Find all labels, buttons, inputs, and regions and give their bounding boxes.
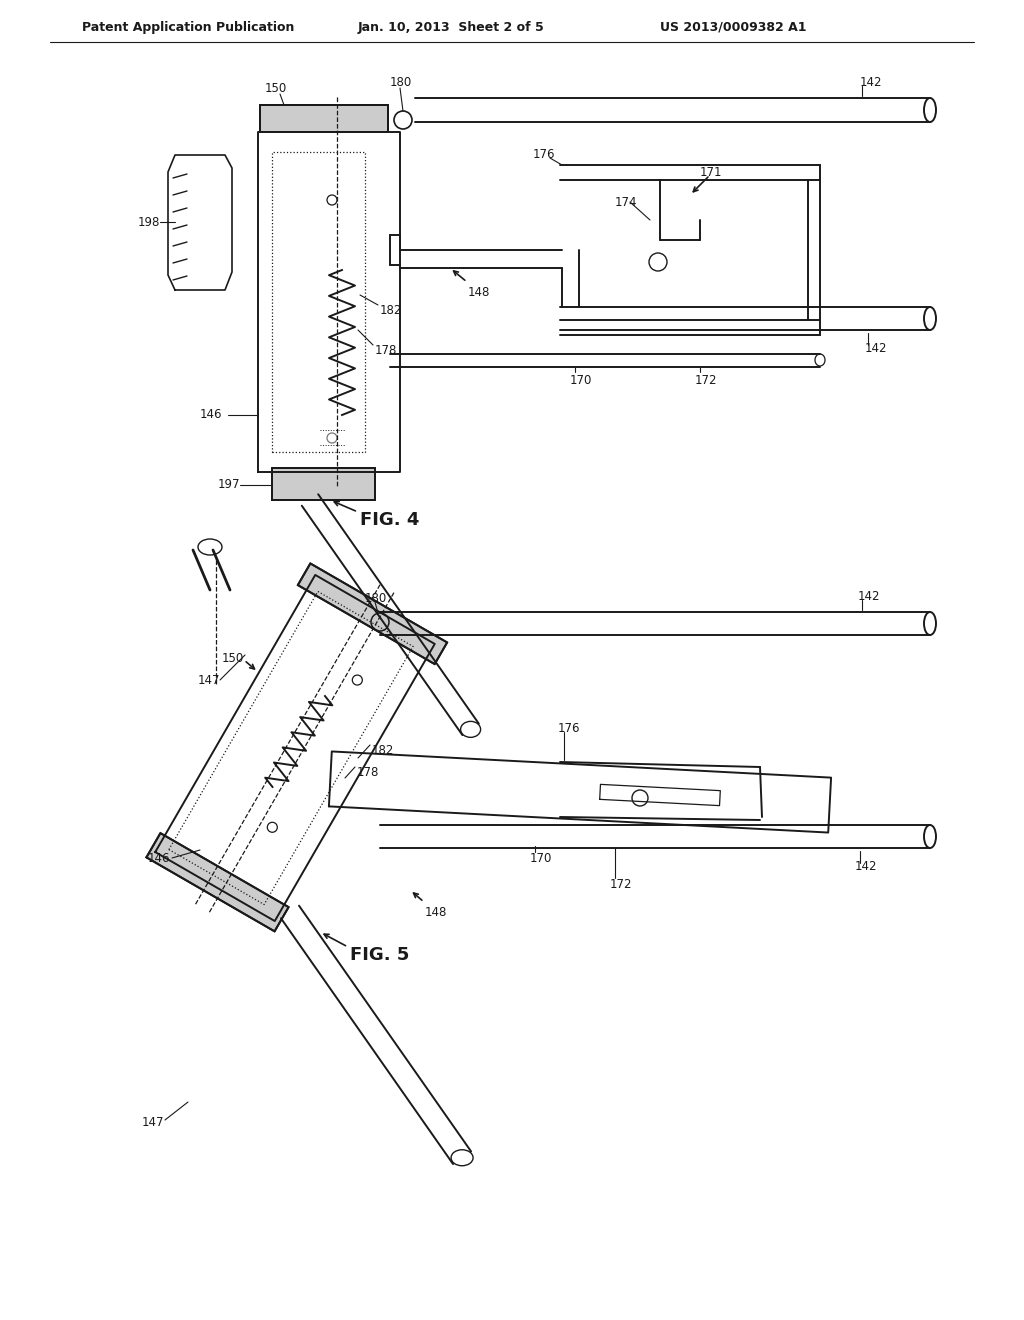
Text: 178: 178: [375, 343, 397, 356]
Text: 170: 170: [570, 374, 592, 387]
Text: 146: 146: [200, 408, 222, 421]
Text: 170: 170: [530, 851, 552, 865]
Polygon shape: [146, 833, 289, 932]
Text: 142: 142: [865, 342, 888, 355]
Text: 142: 142: [855, 859, 878, 873]
Text: 148: 148: [425, 906, 447, 919]
Text: 172: 172: [610, 879, 633, 891]
Text: 197: 197: [218, 479, 241, 491]
Text: 150: 150: [265, 82, 288, 95]
Text: US 2013/0009382 A1: US 2013/0009382 A1: [660, 21, 807, 33]
Polygon shape: [260, 106, 388, 132]
Text: 147: 147: [198, 673, 220, 686]
Polygon shape: [272, 469, 375, 500]
Text: 146: 146: [148, 851, 171, 865]
Text: 148: 148: [468, 286, 490, 300]
Text: 174: 174: [615, 195, 638, 209]
Text: 150: 150: [222, 652, 245, 664]
Text: 171: 171: [700, 165, 723, 178]
Text: FIG. 4: FIG. 4: [360, 511, 420, 529]
Text: 172: 172: [695, 374, 718, 387]
Text: 176: 176: [534, 149, 555, 161]
Polygon shape: [298, 564, 447, 664]
Text: 147: 147: [142, 1115, 165, 1129]
Text: 180: 180: [390, 75, 413, 88]
Text: 178: 178: [357, 766, 379, 779]
Text: 176: 176: [558, 722, 581, 734]
Text: 180: 180: [365, 591, 387, 605]
Text: 182: 182: [372, 743, 394, 756]
Text: 182: 182: [380, 304, 402, 317]
Text: FIG. 5: FIG. 5: [350, 946, 410, 964]
Text: 142: 142: [858, 590, 881, 603]
Text: Jan. 10, 2013  Sheet 2 of 5: Jan. 10, 2013 Sheet 2 of 5: [358, 21, 545, 33]
Text: 198: 198: [138, 215, 161, 228]
Text: Patent Application Publication: Patent Application Publication: [82, 21, 294, 33]
Text: 142: 142: [860, 77, 883, 90]
